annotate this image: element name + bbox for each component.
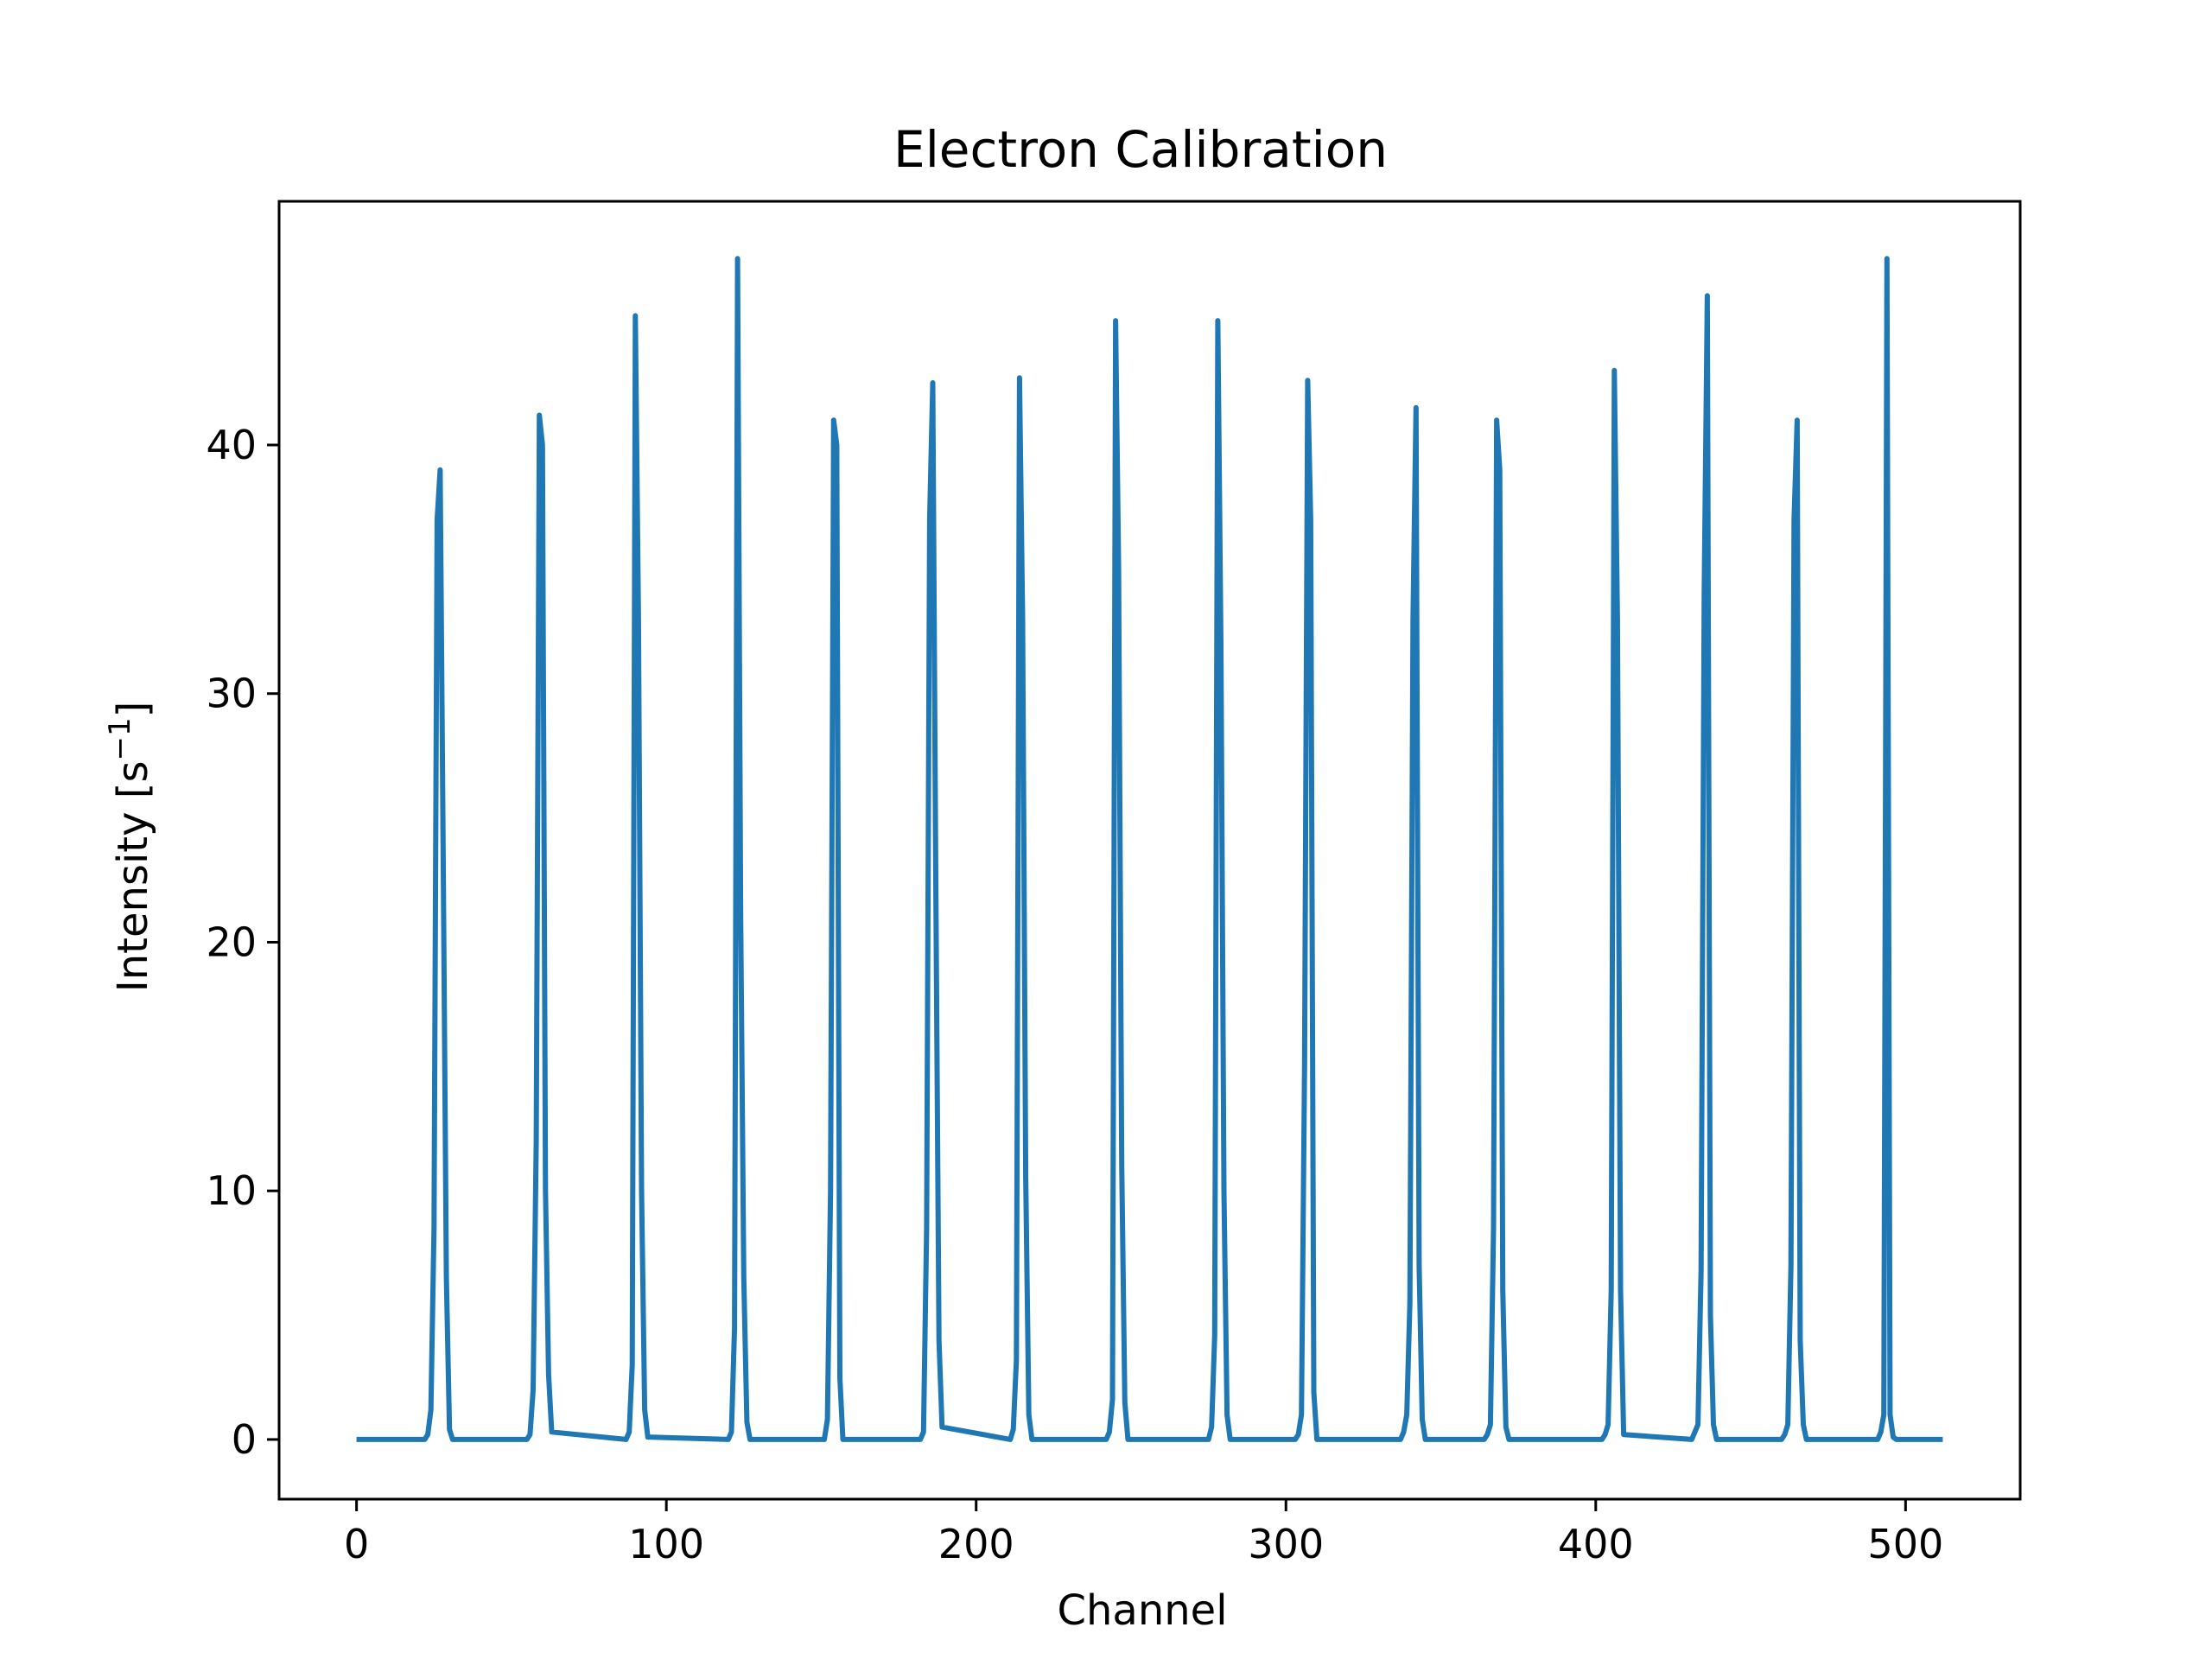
y-tick-label: 10: [206, 1167, 257, 1214]
y-axis-label-superscript: −1: [103, 717, 137, 760]
x-tick-label: 500: [1867, 1521, 1943, 1567]
y-axis: 0 10 20 30 40: [206, 422, 279, 1463]
plot-frame: [277, 200, 2022, 1501]
y-tick-label: 30: [206, 671, 257, 717]
chart-title: Electron Calibration: [893, 120, 1388, 179]
y-tick-label: 0: [232, 1416, 257, 1463]
x-axis: 0 100 200 300 400 500: [344, 1499, 1943, 1567]
x-tick-label: 400: [1558, 1521, 1634, 1567]
plot-area: [356, 256, 1943, 1442]
x-tick-label: 200: [938, 1521, 1014, 1567]
x-tick-label: 300: [1248, 1521, 1324, 1567]
intensity-series-line: [356, 256, 1943, 1442]
x-axis-label: Channel: [1057, 1586, 1227, 1635]
y-axis-label-base: Intensity [s: [109, 760, 157, 992]
x-tick-label: 0: [344, 1521, 369, 1567]
y-tick-label: 40: [206, 422, 257, 468]
y-axis-label-suffix: ]: [109, 702, 157, 718]
x-tick-label: 100: [628, 1521, 704, 1567]
y-axis-label: Intensity [s−1]: [103, 702, 157, 993]
y-tick-label: 20: [206, 918, 257, 965]
